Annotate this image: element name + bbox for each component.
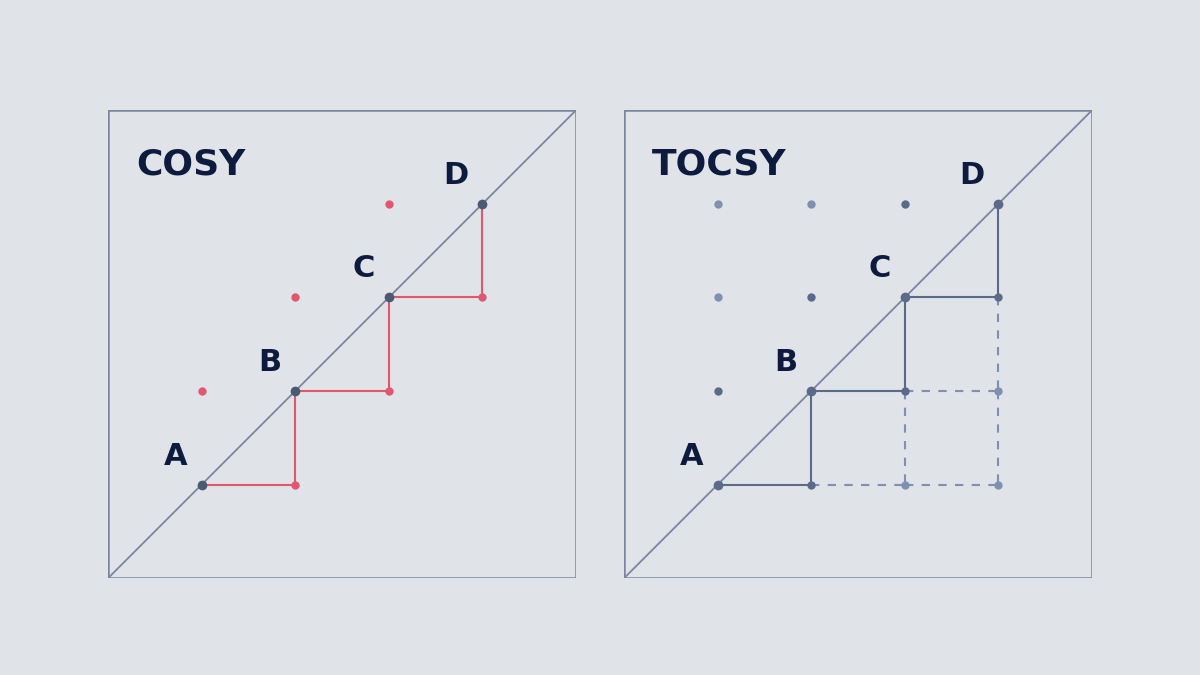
Text: C: C <box>869 254 890 284</box>
Text: A: A <box>680 441 703 470</box>
Text: C: C <box>353 254 374 284</box>
Text: A: A <box>164 441 187 470</box>
Text: D: D <box>959 161 984 190</box>
Text: B: B <box>258 348 281 377</box>
Text: D: D <box>443 161 468 190</box>
Text: COSY: COSY <box>136 148 245 182</box>
Text: B: B <box>774 348 797 377</box>
Text: TOCSY: TOCSY <box>652 148 786 182</box>
